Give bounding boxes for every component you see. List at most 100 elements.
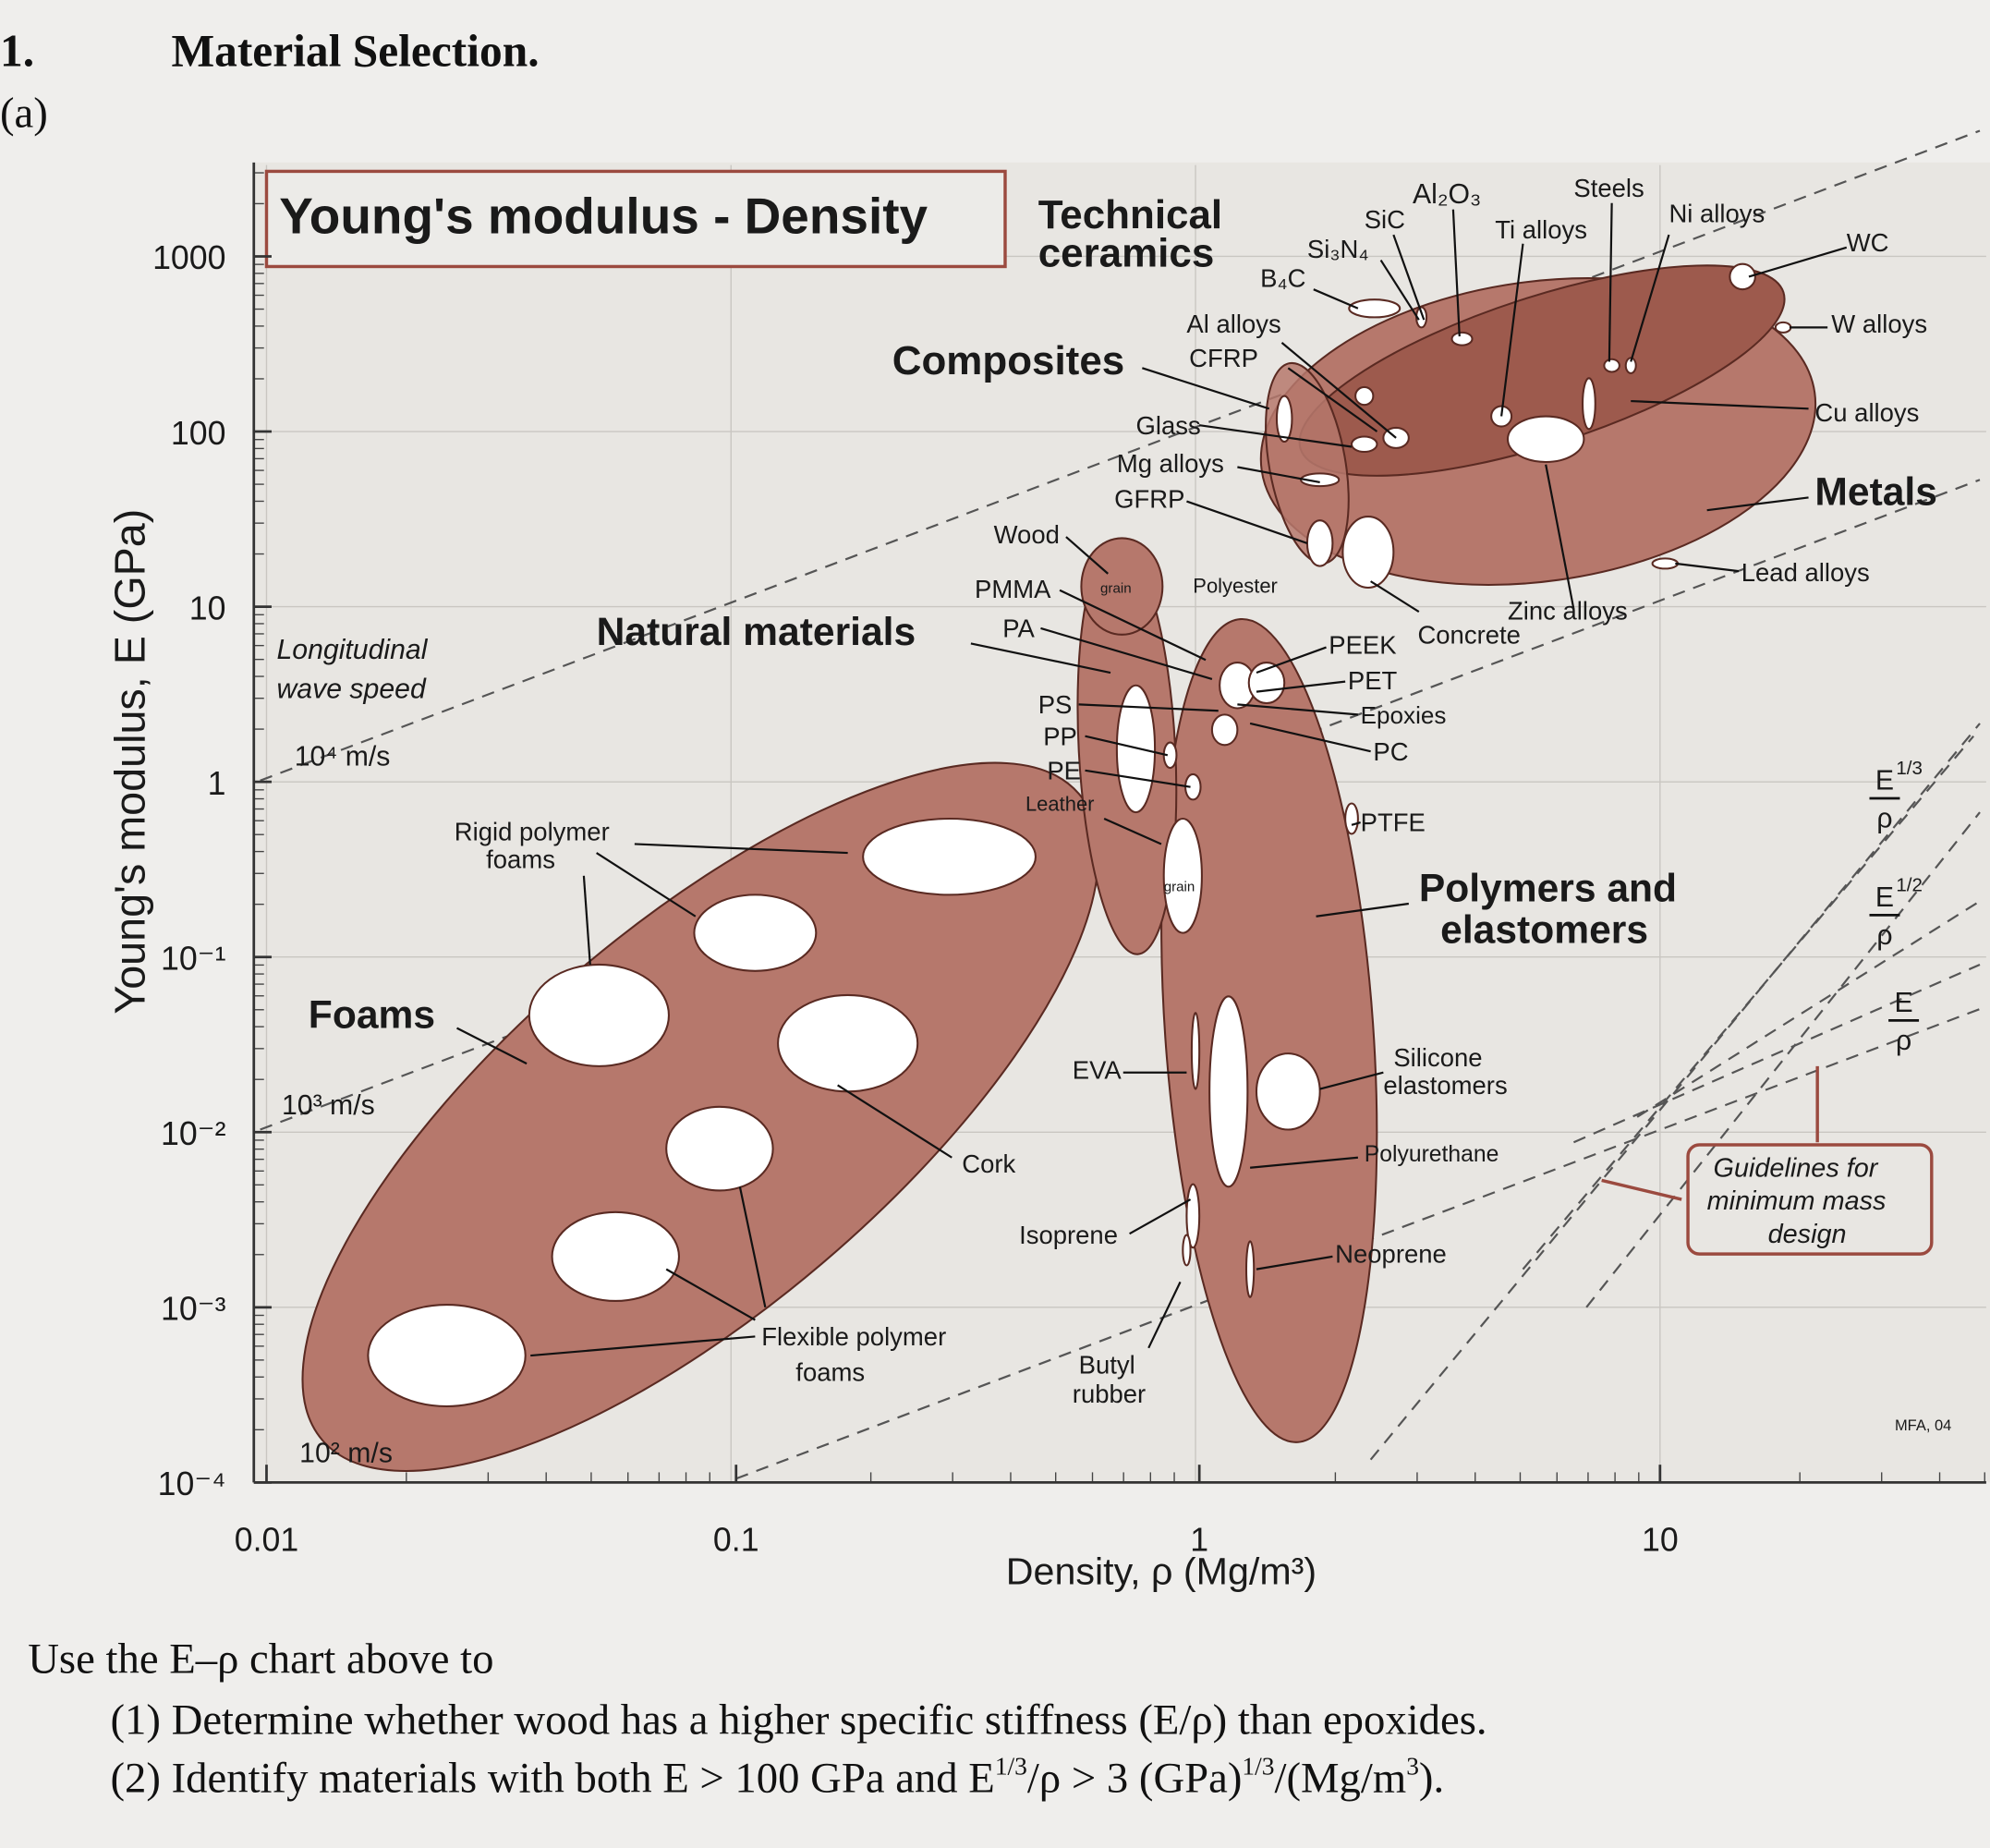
- chart-label: Zinc alloys: [1508, 596, 1628, 625]
- material-bubble: [1348, 298, 1401, 319]
- part-label: (a): [0, 89, 48, 137]
- material-bubble: [1582, 377, 1596, 431]
- fraction-numerator: E: [1895, 988, 1913, 1018]
- leader-line: [1103, 817, 1162, 845]
- chart-label: Foams: [309, 993, 435, 1038]
- material-bubble: [1244, 1240, 1256, 1298]
- leader-line: [1059, 589, 1207, 662]
- leader-line: [1256, 680, 1346, 693]
- leader-line: [1147, 1281, 1182, 1349]
- chart-label: Composites: [892, 338, 1124, 383]
- chart-label: Polyester: [1193, 574, 1278, 597]
- leader-line: [1287, 367, 1378, 432]
- material-bubble: [1651, 557, 1680, 570]
- chart-label: EVA: [1073, 1056, 1122, 1085]
- question-item: (1) Determine whether wood has a higher …: [111, 1696, 1487, 1744]
- leader-line: [530, 1335, 756, 1357]
- chart-label: PA: [1002, 614, 1035, 643]
- guideline-arrow: [1601, 1178, 1682, 1201]
- chart-label: Lead alloys: [1741, 558, 1870, 587]
- material-bubble: [1182, 1234, 1192, 1267]
- chart-label: Cu alloys: [1814, 398, 1919, 427]
- chart-label: Natural materials: [597, 610, 916, 654]
- leader-line: [738, 1186, 767, 1308]
- guideline: [260, 129, 1981, 782]
- chart-label: Butyl: [1079, 1350, 1135, 1379]
- question-segment: (2) Identify materials with both E > 100…: [111, 1755, 995, 1803]
- chart-label: design: [1768, 1220, 1847, 1249]
- leader-line: [582, 875, 591, 966]
- fraction-denominator: ρ: [1896, 1026, 1911, 1056]
- chart-label: Technical: [1038, 192, 1222, 237]
- chart-label: rubber: [1073, 1380, 1146, 1408]
- question-item: (2) Identify materials with both E > 100…: [111, 1752, 1445, 1802]
- chart-label: Mg alloys: [1117, 449, 1224, 478]
- material-bubble: [1341, 516, 1395, 590]
- chart-label: Silicone: [1393, 1043, 1482, 1072]
- chart-label: PS: [1038, 690, 1073, 719]
- chart-label: PET: [1348, 666, 1398, 695]
- chart-label: Cork: [962, 1149, 1015, 1178]
- leader-line: [1451, 209, 1461, 337]
- figure-title: Young's modulus - Density: [279, 188, 928, 245]
- chart-label: Neoprene: [1335, 1240, 1447, 1269]
- fraction-numerator: E: [1875, 765, 1894, 796]
- leader-line: [1065, 536, 1109, 575]
- chart-label: Ni alloys: [1668, 199, 1765, 227]
- problem-title: Material Selection.: [171, 25, 539, 76]
- x-tick-label: 1: [1190, 1522, 1208, 1559]
- leader-line: [1040, 626, 1213, 680]
- leader-line: [970, 642, 1111, 675]
- chart-label: ceramics: [1038, 230, 1215, 275]
- material-bubble: [1275, 395, 1293, 444]
- leader-line: [1319, 1071, 1384, 1090]
- chart-label: 10² m/s: [299, 1438, 393, 1468]
- question-segment: 1/3: [995, 1752, 1027, 1780]
- chart-label: foams: [795, 1358, 865, 1387]
- y-tick-label: 10: [189, 590, 226, 626]
- material-bubble: [1603, 358, 1620, 373]
- chart-label: CFRP: [1189, 344, 1258, 372]
- question-segment: /(Mg/m: [1275, 1755, 1407, 1803]
- chart-label: 10³ m/s: [282, 1090, 375, 1121]
- question-segment: ).: [1419, 1755, 1444, 1803]
- material-bubble: [777, 993, 919, 1093]
- chart-label: Guidelines for: [1714, 1153, 1879, 1183]
- leader-line: [1186, 500, 1308, 544]
- chart-label: grain: [1100, 580, 1132, 596]
- leader-line: [1545, 464, 1575, 610]
- guideline: [1522, 735, 1974, 1270]
- chart-label: Longitudinal: [276, 635, 428, 665]
- y-tick-label: 10⁻³: [161, 1291, 226, 1328]
- material-bubble: [1350, 435, 1378, 454]
- leader-line: [1313, 288, 1359, 310]
- chart-label: Steels: [1573, 174, 1644, 202]
- chart-label: SiC: [1365, 205, 1405, 234]
- material-bubble: [1624, 357, 1637, 374]
- chart-label: Metals: [1814, 470, 1937, 515]
- chart-label: Al₂O₃: [1413, 179, 1481, 210]
- leader-line: [1631, 399, 1809, 410]
- leader-line: [1392, 234, 1426, 321]
- chart-label: Epoxies: [1361, 701, 1447, 729]
- problem-number: 1.: [0, 25, 34, 76]
- leader-line: [1237, 466, 1320, 484]
- leader-line: [1675, 562, 1740, 573]
- material-bubble: [665, 1105, 774, 1192]
- material-bubble: [862, 817, 1037, 896]
- y-tick-label: 100: [171, 415, 226, 452]
- chart-label: Glass: [1135, 411, 1200, 440]
- leader-line: [837, 1084, 953, 1159]
- chart-label: Si₃N₄: [1307, 235, 1369, 263]
- chart-label: Wood: [994, 520, 1060, 549]
- plot: [252, 129, 1986, 1484]
- y-axis-label: Young's modulus, E (GPa): [106, 509, 154, 1015]
- chart-label: Leather: [1025, 793, 1095, 816]
- leader-line: [1316, 902, 1409, 918]
- material-bubble: [528, 963, 670, 1067]
- material-bubble: [1305, 519, 1334, 567]
- chart-label: foams: [486, 845, 555, 874]
- leader-line: [1748, 246, 1848, 278]
